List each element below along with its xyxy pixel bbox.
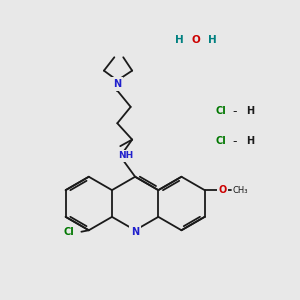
Text: NH: NH bbox=[118, 152, 134, 160]
Text: H: H bbox=[247, 136, 255, 146]
Text: Cl: Cl bbox=[215, 106, 226, 116]
Text: CH₃: CH₃ bbox=[233, 186, 248, 195]
Text: H: H bbox=[247, 106, 255, 116]
Text: O: O bbox=[192, 35, 200, 45]
Text: O: O bbox=[219, 185, 227, 195]
Text: -: - bbox=[232, 135, 237, 148]
Text: N: N bbox=[113, 79, 122, 89]
Text: H: H bbox=[175, 35, 184, 45]
Text: N: N bbox=[131, 227, 139, 237]
Text: H: H bbox=[208, 35, 217, 45]
Text: -: - bbox=[232, 105, 237, 118]
Text: Cl: Cl bbox=[215, 136, 226, 146]
Text: Cl: Cl bbox=[63, 227, 74, 237]
